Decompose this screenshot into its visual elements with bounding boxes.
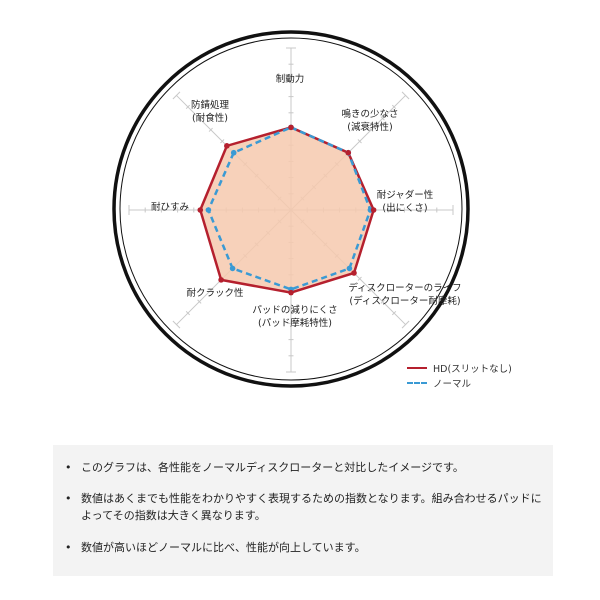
axis-label: パッドの減りにくさ [252, 304, 337, 316]
inner-ring [119, 37, 463, 381]
axis-tick [220, 139, 225, 144]
axis-tick [369, 288, 374, 293]
axis-tick [369, 127, 374, 132]
series-1-point [230, 149, 237, 156]
legend-label: HD(スリットなし) [433, 363, 512, 375]
axis-label: 耐ひすみ [151, 201, 189, 213]
note-item: このグラフは、各性能をノーマルディスクローターと対比したイメージです。 [65, 459, 551, 476]
axis-label: (パッド摩耗特性) [258, 317, 332, 329]
outer-ring [112, 30, 470, 388]
axis-label: 耐クラック性 [186, 287, 244, 299]
note-item: 数値はあくまでも性能をわかりやすく表現するための指数となります。組み合わせるパッ… [65, 490, 551, 524]
legend-swatch-solid [407, 366, 427, 369]
series-1-line [207, 126, 372, 291]
series-0-point [218, 277, 224, 283]
series-1-point [205, 207, 212, 213]
axis-label: (ディスクローター耐摩耗) [349, 295, 460, 307]
series-0-point [288, 289, 294, 296]
axis-tick [401, 320, 410, 329]
radar-chart: 制動力鳴きの少なさ(減衰特性)耐ジャダー性(出にくさ)ディスクローターのライフ(… [112, 30, 470, 388]
axis-tick [401, 91, 410, 100]
axis-label: 耐ジャダー性 [377, 189, 434, 201]
series-1-point [346, 265, 353, 272]
axis-label: (耐食性) [192, 112, 228, 124]
axis-tick [208, 127, 213, 132]
note-item: 数値が高いほどノーマルに比べ、性能が向上しています。 [65, 539, 551, 556]
axis-label: 鳴きの少なさ [341, 108, 398, 120]
axis-tick [172, 91, 181, 100]
axis-tick [208, 288, 213, 293]
legend: HD(スリットなし) ノーマル [407, 360, 512, 390]
legend-item-normal: ノーマル [407, 375, 512, 390]
series-0-point [345, 149, 352, 156]
series-1-point [229, 265, 236, 272]
axis-label: (減衰特性) [347, 121, 392, 133]
axis-label: 制動力 [276, 73, 305, 85]
axis-tick [380, 299, 385, 304]
axis-tick [172, 320, 181, 329]
legend-label: ノーマル [433, 378, 472, 390]
legend-item-hd: HD(スリットなし) [407, 360, 512, 375]
axis-tick [197, 116, 202, 121]
notes-box: このグラフは、各性能をノーマルディスクローターと対比したイメージです。 数値はあ… [53, 445, 553, 576]
series-0-point [351, 270, 357, 276]
axis-tick [357, 139, 362, 144]
series-0-point [370, 207, 377, 213]
legend-swatch-dashed [407, 381, 427, 384]
axis-tick [380, 116, 385, 121]
axis-tick [357, 276, 362, 281]
axis-tick [185, 310, 191, 316]
series-0-point [288, 124, 294, 131]
axis-tick [391, 104, 397, 110]
axis-tick [197, 299, 202, 304]
axis-label: 防錆処理 [191, 99, 230, 111]
axis-label: (出にくさ) [382, 202, 427, 214]
axis-tick [391, 310, 397, 316]
axis-tick [185, 104, 191, 110]
axis-label: ディスクローターのライフ [348, 282, 461, 294]
series-0-point [224, 143, 230, 149]
series-0-point [197, 207, 204, 213]
